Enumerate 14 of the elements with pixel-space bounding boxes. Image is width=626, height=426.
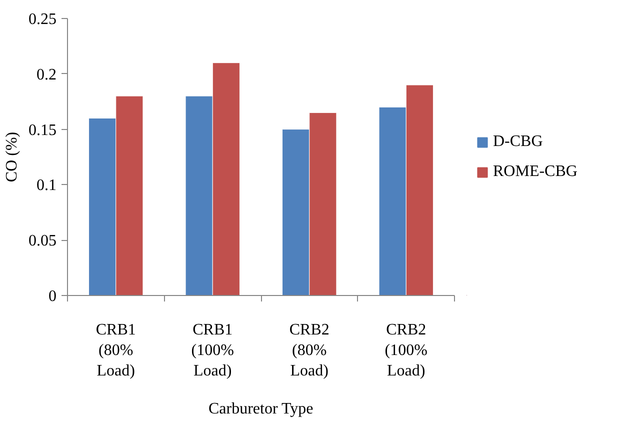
x-tick-label: CRB2 (80% Load) bbox=[289, 322, 330, 380]
y-axis-title: CO (%) bbox=[4, 132, 20, 182]
x-tick-label: CRB1 (100% Load) bbox=[191, 322, 234, 380]
y-tick-label: 0.05 bbox=[28, 232, 56, 250]
y-tick-label: 0 bbox=[48, 288, 56, 305]
y-tick-label: 0.1 bbox=[36, 177, 56, 194]
legend-label: ROME-CBG bbox=[493, 162, 578, 180]
legend-label: D-CBG bbox=[493, 132, 543, 150]
x-tick-label: CRB2 (100% Load) bbox=[384, 322, 428, 380]
y-tick-label: 0.25 bbox=[28, 11, 56, 28]
x-axis-title: Carburetor Type bbox=[208, 400, 314, 418]
x-tick-label: CRB1 (80% Load) bbox=[96, 322, 136, 380]
y-tick-label: 0.2 bbox=[36, 66, 56, 84]
y-tick-label: 0.15 bbox=[28, 122, 56, 139]
